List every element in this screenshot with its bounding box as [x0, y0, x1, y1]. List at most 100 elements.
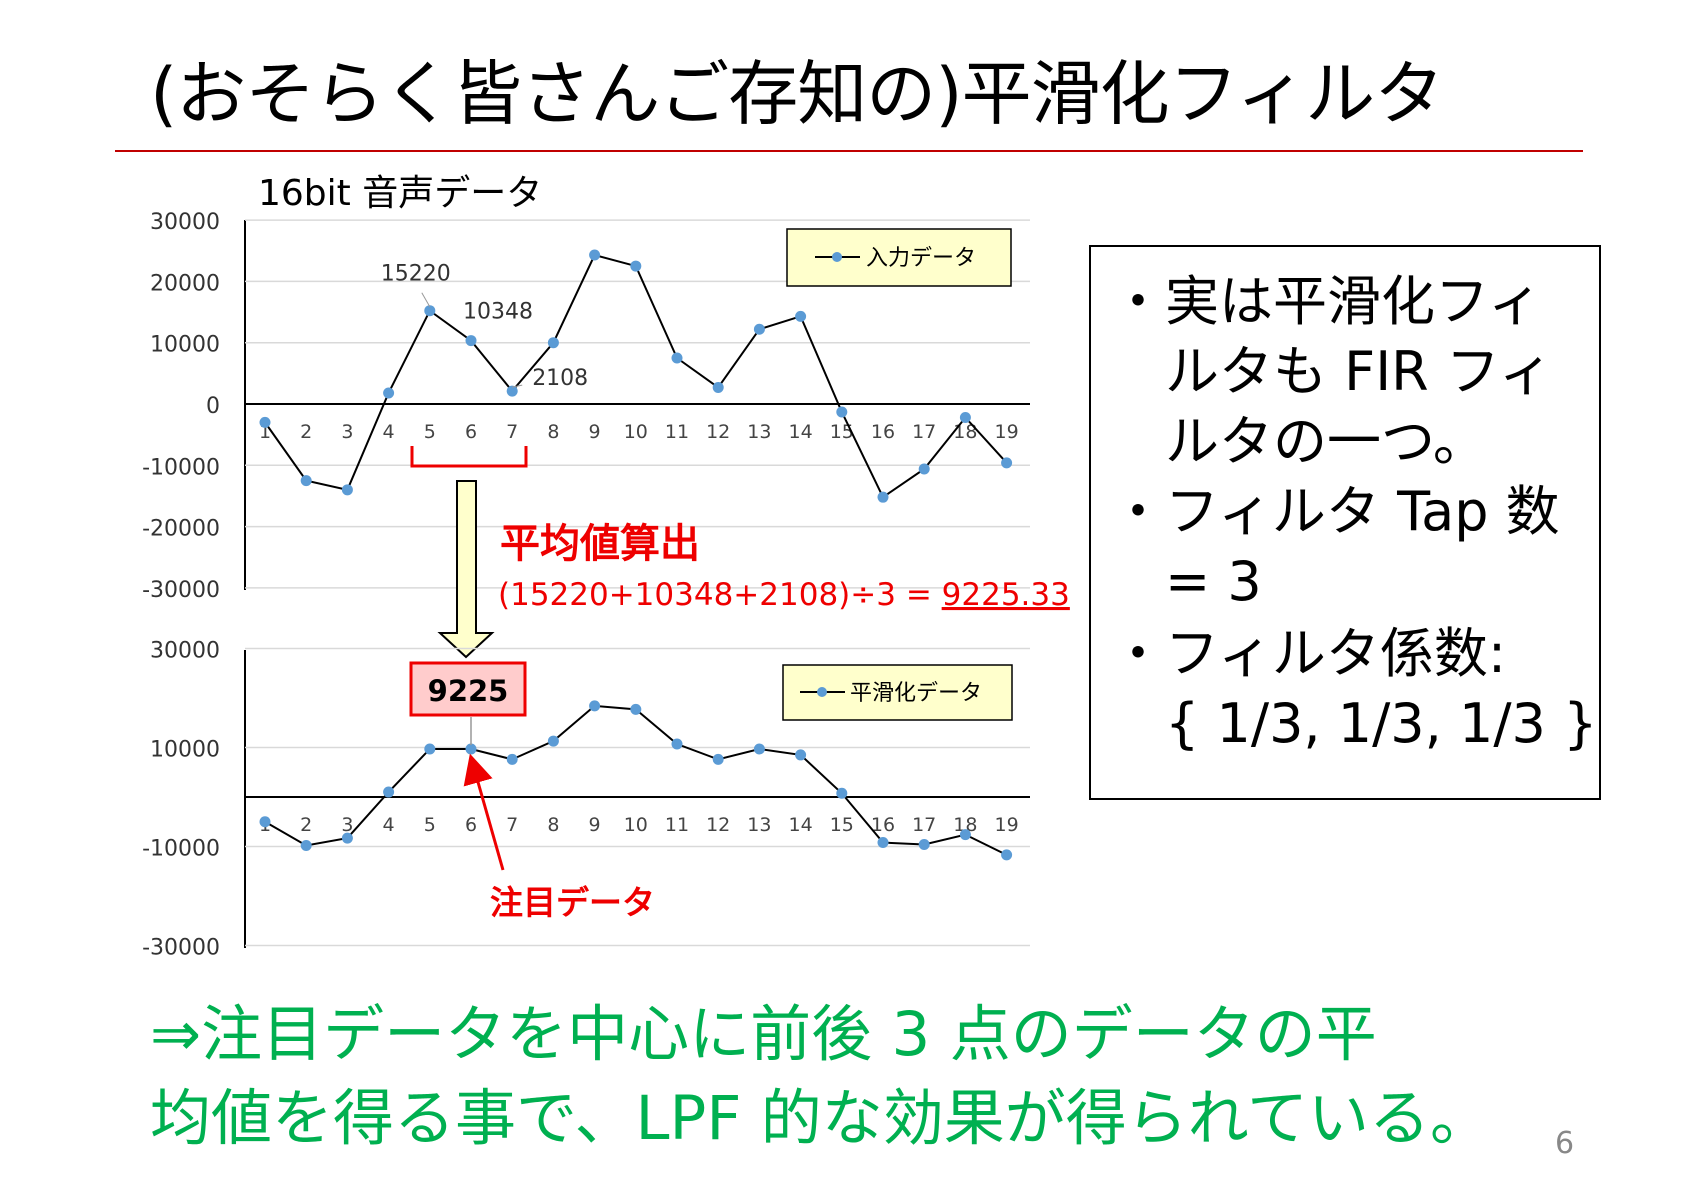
legend-label: 平滑化データ	[850, 681, 982, 706]
y-tick-label: 30000	[150, 639, 220, 664]
x-tick-label: 9	[589, 421, 601, 443]
x-tick-label: 5	[424, 814, 436, 836]
x-tick-label: 19	[995, 421, 1019, 443]
data-point	[877, 491, 889, 503]
x-tick-label: 14	[789, 814, 813, 836]
info-box: ・実は平滑化フィ ルタも FIR フィ ルタの一つ。 ・フィルタ Tap 数 =…	[1089, 245, 1601, 800]
x-tick-label: 14	[789, 421, 813, 443]
target-label: 注目データ	[490, 883, 655, 922]
x-tick-label: 18	[953, 814, 977, 836]
info-line-3: ルタの一つ。	[1111, 410, 1487, 473]
result-box: 9225	[409, 661, 527, 745]
data-point	[671, 738, 683, 750]
legend-label: 入力データ	[866, 246, 976, 271]
data-point	[465, 743, 477, 755]
data-point	[918, 463, 930, 475]
info-line-1: ・実は平滑化フィ	[1111, 270, 1542, 333]
data-point	[836, 406, 848, 418]
target-arrow	[463, 753, 505, 871]
x-tick-label: 7	[506, 814, 518, 836]
x-tick-label: 13	[747, 421, 771, 443]
x-tick-label: 8	[547, 814, 559, 836]
y-tick-label: 10000	[150, 333, 220, 358]
legend-marker	[832, 252, 842, 262]
data-point	[589, 700, 601, 712]
data-point	[589, 249, 601, 261]
x-tick-label: 16	[871, 421, 895, 443]
x-tick-label: 2	[300, 814, 312, 836]
data-point	[547, 337, 559, 349]
data-point	[712, 381, 724, 393]
top-data-labels: 15220 10348 2108	[381, 262, 588, 391]
info-line-4: ・フィルタ Tap 数	[1111, 480, 1560, 543]
data-point	[630, 703, 642, 715]
data-point	[465, 335, 477, 347]
x-tick-label: 4	[383, 814, 395, 836]
slide-title: (おそらく皆さんご存知の)平滑化フィルタ	[150, 53, 1444, 135]
data-point	[424, 305, 436, 317]
legend-marker	[817, 687, 827, 697]
info-line-6: ・フィルタ係数:	[1111, 622, 1507, 685]
x-tick-label: 2	[300, 421, 312, 443]
data-point	[547, 735, 559, 747]
x-tick-label: 3	[341, 814, 353, 836]
label-leader	[512, 384, 523, 388]
x-tick-label: 11	[665, 421, 689, 443]
y-tick-label: -30000	[142, 578, 220, 603]
y-tick-label: -10000	[142, 455, 220, 480]
data-point	[259, 816, 271, 828]
data-point	[1001, 457, 1013, 469]
top-legend: 入力データ	[786, 228, 1012, 287]
chart-title: 16bit 音声データ	[258, 173, 542, 214]
data-point	[671, 352, 683, 364]
data-point	[383, 387, 395, 399]
data-point	[836, 787, 848, 799]
x-tick-label: 12	[706, 814, 730, 836]
data-point	[506, 753, 518, 765]
x-tick-label: 4	[383, 421, 395, 443]
data-point	[712, 753, 724, 765]
x-tick-label: 10	[624, 421, 648, 443]
average-heading: 平均値算出	[500, 521, 700, 567]
x-tick-label: 6	[465, 421, 477, 443]
data-label: 15220	[381, 262, 451, 287]
x-tick-label: 17	[912, 421, 936, 443]
y-tick-label: 10000	[150, 738, 220, 763]
down-arrow	[437, 480, 495, 659]
data-point	[259, 416, 271, 428]
series-line	[264, 253, 1008, 499]
x-tick-label: 12	[706, 421, 730, 443]
x-tick-label: 8	[547, 421, 559, 443]
bottom-series	[259, 700, 1013, 861]
average-formula: (15220+10348+2108)÷3 = 9225.33	[498, 577, 1070, 613]
data-point	[506, 385, 518, 397]
x-tick-label: 17	[912, 814, 936, 836]
x-tick-label: 15	[830, 421, 854, 443]
label-leader	[421, 292, 431, 307]
data-point	[341, 832, 353, 844]
y-tick-label: -30000	[142, 936, 220, 961]
y-tick-label: 20000	[150, 271, 220, 296]
data-point	[300, 840, 312, 852]
y-tick-label: 30000	[150, 210, 220, 235]
info-line-7: { 1/3, 1/3, 1/3 }	[1111, 692, 1598, 755]
x-tick-label: 13	[747, 814, 771, 836]
data-point	[300, 475, 312, 487]
selection-bracket	[410, 446, 528, 468]
data-point	[383, 786, 395, 798]
data-point	[795, 310, 807, 322]
conclusion-line-1: ⇒注目データを中心に前後 3 点のデータの平	[150, 999, 1377, 1070]
conclusion-line-2: 均値を得る事で、LPF 的な効果が得られている。	[150, 1083, 1491, 1154]
data-point	[341, 484, 353, 496]
info-line-5: = 3	[1111, 550, 1262, 613]
data-point	[1001, 849, 1013, 861]
data-point	[795, 749, 807, 761]
title-divider	[115, 150, 1583, 152]
x-tick-label: 16	[871, 814, 895, 836]
data-point	[918, 839, 930, 851]
y-tick-label: -10000	[142, 837, 220, 862]
x-tick-label: 18	[953, 421, 977, 443]
top-x-tick-labels: 1 2 3 4 5 6 7 8 9 10 11 12 13 14 15 16 17 18 19	[259, 421, 1019, 443]
